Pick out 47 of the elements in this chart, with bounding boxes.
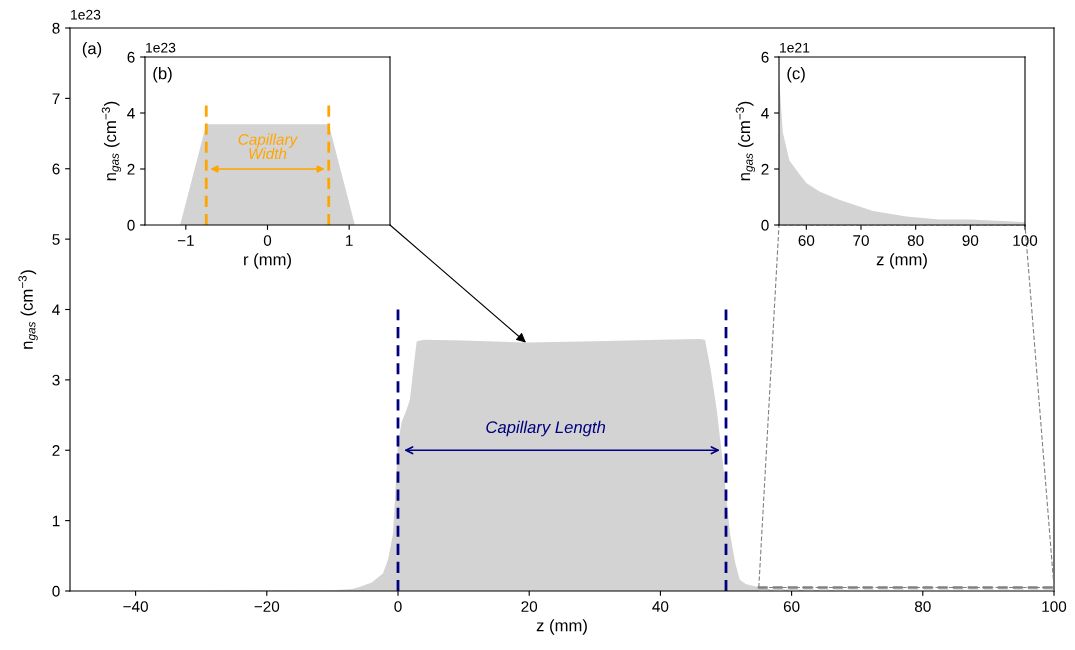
x-tick-label: 0 — [394, 601, 402, 612]
y-axis-title: n$_{gas}$ (cm$^{−3}$) — [18, 270, 38, 349]
x-tick-label: 0 — [263, 235, 272, 246]
annotation: (b) — [153, 67, 172, 83]
x-tick-label: 90 — [962, 235, 979, 246]
y-tick-label: 5 — [52, 234, 60, 245]
x-tick-label: 40 — [652, 601, 669, 612]
x-axis-title: r (mm) — [244, 253, 291, 269]
y-axis-title: n$_{gas}$ (cm$^{−3}$) — [101, 101, 122, 181]
y-tick-label: 4 — [52, 304, 60, 316]
y-tick-label: 6 — [52, 163, 60, 175]
y-tick-label: 0 — [52, 585, 60, 597]
y-tick-label: 1 — [52, 515, 60, 527]
x-axis-title: z (mm) — [876, 253, 927, 269]
y-tick-label: 6 — [127, 51, 135, 63]
text: 1e23 — [71, 9, 101, 20]
annotation: (c) — [787, 67, 805, 83]
y-tick-label: 4 — [761, 108, 769, 119]
x-tick-label: 100 — [1013, 235, 1038, 246]
y-tick-label: 0 — [761, 219, 769, 231]
x-tick-label: 60 — [798, 235, 815, 246]
x-tick-label: 80 — [914, 601, 931, 612]
y-tick-label: 4 — [127, 108, 135, 119]
y-tick-label: 6 — [761, 51, 769, 63]
x-tick-label: 1 — [346, 235, 353, 246]
annotation: 1e21 — [780, 42, 810, 53]
x-tick-label: 20 — [521, 601, 538, 612]
y-tick-label: 7 — [52, 93, 60, 104]
y-axis-title: n$_{gas}$ (cm$^{−3}$) — [735, 101, 756, 181]
x-tick-label: 70 — [853, 235, 869, 246]
y-tick-label: 2 — [127, 163, 135, 175]
x-tick-label: −1 — [177, 235, 194, 246]
x-tick-label: 100 — [1042, 601, 1067, 612]
x-tick-label: 80 — [907, 235, 924, 246]
annotation: Capillary Length — [486, 420, 606, 437]
y-tick-label: 3 — [52, 374, 60, 386]
x-tick-label: 60 — [783, 601, 800, 612]
y-tick-label: 2 — [52, 445, 60, 456]
annotation: 1e23 — [146, 42, 176, 53]
x-tick-label: −40 — [123, 601, 148, 612]
y-tick-label: 0 — [127, 219, 135, 231]
annotation: Capillary Width — [238, 133, 298, 160]
y-tick-label: 2 — [761, 163, 769, 175]
x-tick-label: −20 — [254, 601, 280, 612]
y-tick-label: 8 — [52, 22, 60, 34]
annotation: (a) — [82, 42, 102, 58]
x-axis-title: z (mm) — [536, 619, 587, 635]
